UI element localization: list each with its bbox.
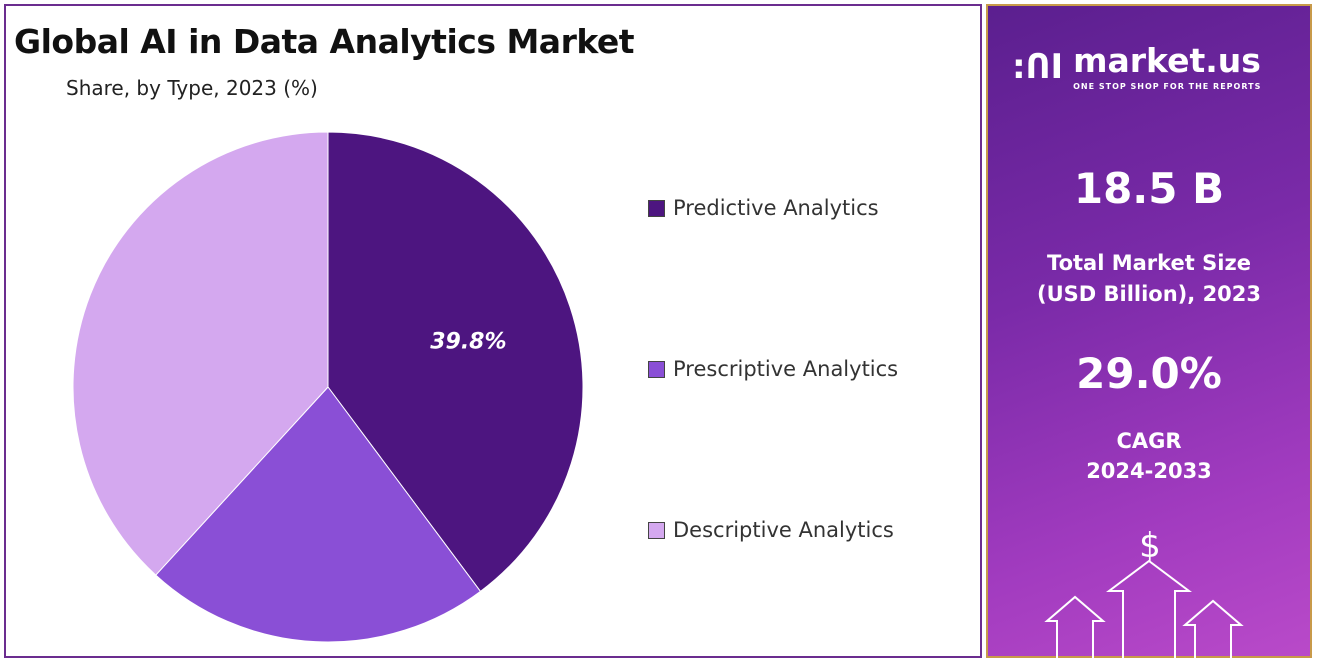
legend-swatch [648, 521, 665, 539]
brand-tagline: ONE STOP SHOP FOR THE REPORTS [1073, 82, 1262, 91]
pie-slice-descriptive-analytics [72, 131, 329, 576]
legend-label: Predictive Analytics [673, 196, 879, 220]
legend-label: Descriptive Analytics [673, 518, 894, 542]
pie-slice-predictive-analytics [327, 131, 584, 593]
pie-slice-prescriptive-analytics [155, 386, 482, 643]
cagr-value: 29.0% [1076, 349, 1222, 398]
market-size-label-2: (USD Billion), 2023 [1036, 282, 1262, 306]
pie-chart: 39.8% [72, 131, 584, 643]
market-size-value: 18.5 B [1073, 164, 1225, 213]
dollar-arrows-icon: $ [1044, 526, 1244, 661]
legend-label: Prescriptive Analytics [673, 357, 899, 381]
summary-panel: :ՈI market.us ONE STOP SHOP FOR THE REPO… [986, 4, 1312, 661]
chart-panel [4, 4, 982, 658]
legend-swatch [648, 199, 665, 217]
svg-text:$: $ [1139, 526, 1161, 566]
chart-title: Global AI in Data Analytics Market [14, 22, 635, 61]
cagr-label-1: CAGR [1116, 429, 1182, 453]
logo: :ՈI market.us ONE STOP SHOP FOR THE REPO… [1012, 42, 1261, 92]
legend-item: Prescriptive Analytics [648, 357, 898, 381]
brand-name: market.us [1073, 41, 1261, 80]
legend-swatch [648, 360, 665, 378]
data-label: 39.8% [430, 329, 506, 354]
logo-icon: :ՈI [1012, 47, 1064, 87]
legend-item: Descriptive Analytics [648, 518, 894, 542]
chart-subtitle: Share, by Type, 2023 (%) [66, 76, 318, 100]
legend-item: Predictive Analytics [648, 196, 879, 220]
cagr-label-2: 2024-2033 [1086, 459, 1212, 483]
market-size-label-1: Total Market Size [1047, 251, 1251, 275]
